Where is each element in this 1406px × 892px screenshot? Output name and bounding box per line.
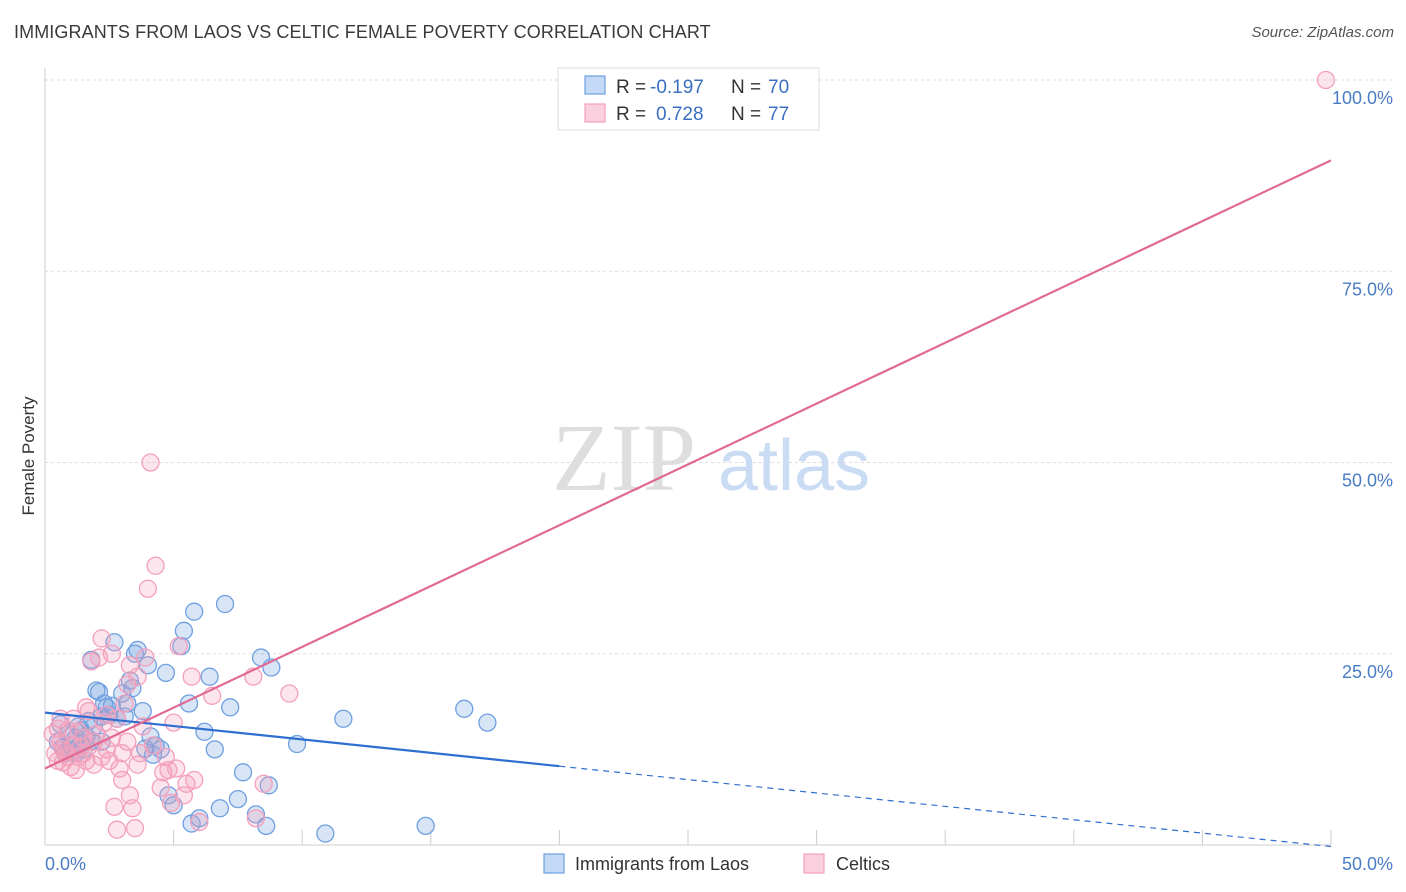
bottom-legend-label-celtics: Celtics bbox=[836, 854, 890, 874]
watermark-atlas: atlas bbox=[718, 426, 870, 506]
watermark-zip: ZIP bbox=[552, 404, 696, 511]
legend-n-value-0: 70 bbox=[768, 77, 789, 98]
laos-point-57 bbox=[478, 713, 497, 732]
celtics-point-56 bbox=[280, 684, 299, 703]
celtics-point-34 bbox=[125, 819, 145, 838]
celtics-point-30 bbox=[115, 694, 134, 713]
celtics-point-70 bbox=[69, 722, 88, 741]
watermark: ZIP atlas bbox=[552, 404, 870, 511]
bottom-legend-swatch-laos bbox=[543, 853, 565, 874]
y-tick-label-25: 25.0% bbox=[1342, 662, 1393, 682]
celtics-point-31 bbox=[118, 675, 137, 694]
correlation-legend: R = -0.197 N = 70 R = 0.728 N = 77 bbox=[557, 67, 820, 131]
laos-point-23 bbox=[128, 640, 147, 660]
laos-point-42 bbox=[210, 799, 230, 818]
celtics-point-28 bbox=[110, 759, 129, 778]
laos-point-45 bbox=[228, 789, 248, 809]
trend-line-laos bbox=[44, 711, 560, 768]
celtics-point-47 bbox=[169, 636, 188, 656]
celtics-point-67 bbox=[92, 747, 111, 767]
celtics-point-27 bbox=[107, 820, 127, 839]
trend-line-celtics bbox=[44, 159, 1332, 770]
celtics-point-65 bbox=[84, 755, 104, 774]
laos-point-41 bbox=[205, 740, 224, 759]
celtics-point-52 bbox=[190, 812, 209, 832]
gridlines bbox=[45, 79, 1394, 655]
bottom-legend-swatch-celtics bbox=[803, 853, 825, 874]
celtics-point-71 bbox=[167, 759, 186, 778]
celtics-point-64 bbox=[53, 740, 73, 759]
laos-point-54 bbox=[334, 709, 353, 728]
legend-swatch-celtics bbox=[584, 103, 606, 123]
celtics-point-76 bbox=[254, 774, 273, 793]
laos-point-32 bbox=[156, 663, 176, 683]
laos-point-49 bbox=[257, 816, 276, 836]
x-tick-label-max: 50.0% bbox=[1342, 854, 1393, 874]
celtics-point-39 bbox=[138, 579, 158, 598]
laos-point-34 bbox=[174, 621, 194, 640]
x-axis-ticks bbox=[173, 830, 1332, 845]
laos-point-53 bbox=[316, 824, 335, 843]
celtics-point-73 bbox=[120, 656, 140, 675]
celtics-point-50 bbox=[182, 667, 201, 686]
celtics-point-16 bbox=[79, 701, 98, 721]
legend-r-value-1: 0.728 bbox=[656, 104, 704, 125]
laos-point-40 bbox=[200, 667, 219, 686]
celtics-point-69 bbox=[128, 755, 147, 774]
laos-point-43 bbox=[215, 594, 235, 614]
celtics-point-46 bbox=[164, 713, 183, 732]
series-legend: Immigrants from Laos Celtics bbox=[543, 853, 890, 874]
legend-r-label-1: R = bbox=[616, 104, 646, 125]
y-axis-title: Female Poverty bbox=[19, 396, 38, 516]
legend-n-label-1: N = bbox=[731, 104, 761, 125]
celtics-point-72 bbox=[161, 793, 181, 813]
celtics-point-51 bbox=[185, 770, 204, 790]
celtics-point-66 bbox=[143, 736, 163, 755]
bottom-legend-label-laos: Immigrants from Laos bbox=[575, 854, 749, 874]
laos-point-55 bbox=[416, 816, 435, 836]
laos-point-18 bbox=[89, 682, 109, 702]
celtics-point-58 bbox=[118, 732, 137, 751]
y-tick-label-50: 50.0% bbox=[1342, 471, 1393, 491]
laos-point-44 bbox=[221, 698, 240, 717]
x-tick-label-min: 0.0% bbox=[45, 854, 86, 874]
laos-point-68 bbox=[95, 694, 114, 713]
chart-title: IMMIGRANTS FROM LAOS VS CELTIC FEMALE PO… bbox=[14, 22, 711, 42]
celtics-point-63 bbox=[113, 744, 132, 763]
chart-source: Source: ZipAtlas.com bbox=[1251, 24, 1394, 41]
celtics-point-75 bbox=[1316, 70, 1336, 90]
laos-point-39 bbox=[195, 722, 214, 741]
y-tick-label-100: 100.0% bbox=[1332, 88, 1393, 108]
laos-point-24 bbox=[133, 701, 152, 721]
trend-lines bbox=[44, 159, 1332, 848]
celtics-point-26 bbox=[105, 797, 124, 816]
legend-r-label-0: R = bbox=[616, 77, 646, 98]
celtics-point-40 bbox=[141, 453, 160, 472]
celtics-point-41 bbox=[146, 556, 165, 575]
y-tick-labels: 25.0% 50.0% 75.0% 100.0% bbox=[1332, 88, 1393, 682]
celtics-point-29 bbox=[113, 770, 132, 790]
celtics-point-55 bbox=[246, 809, 266, 828]
legend-n-label-0: N = bbox=[731, 77, 761, 98]
laos-point-37 bbox=[185, 602, 204, 621]
y-tick-label-75: 75.0% bbox=[1342, 279, 1393, 299]
celtics-point-6 bbox=[61, 757, 80, 777]
celtics-point-33 bbox=[123, 799, 142, 818]
legend-swatch-laos bbox=[584, 75, 606, 95]
laos-point-46 bbox=[233, 763, 253, 782]
celtics-point-38 bbox=[136, 648, 155, 667]
celtics-point-42 bbox=[151, 778, 170, 797]
legend-r-value-0: -0.197 bbox=[650, 77, 704, 98]
celtics-point-21 bbox=[92, 629, 111, 648]
celtics-point-25 bbox=[102, 644, 122, 663]
legend-n-value-1: 77 bbox=[768, 104, 789, 125]
trend-line-laos-extension bbox=[559, 765, 1332, 848]
laos-point-56 bbox=[455, 699, 474, 718]
